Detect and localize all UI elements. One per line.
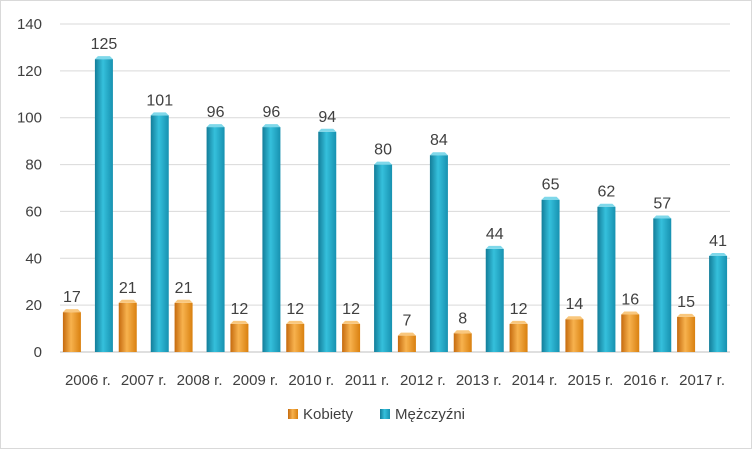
x-tick-label: 2015 r. xyxy=(567,372,613,389)
x-tick-label: 2012 r. xyxy=(400,372,446,389)
bar-cap xyxy=(677,313,696,317)
data-label: 14 xyxy=(566,296,584,313)
x-tick-label: 2017 r. xyxy=(679,372,725,389)
data-label: 7 xyxy=(402,313,411,330)
x-tick-label: 2006 r. xyxy=(65,372,111,389)
bar-kobiety xyxy=(62,312,81,352)
data-label: 21 xyxy=(175,280,193,297)
data-label: 8 xyxy=(458,310,467,327)
bar-kobiety xyxy=(565,319,584,352)
bar-cap xyxy=(230,320,249,324)
x-tick-label: 2009 r. xyxy=(232,372,278,389)
data-label: 12 xyxy=(510,301,528,318)
y-tick-label: 40 xyxy=(25,250,42,267)
data-label: 12 xyxy=(231,301,249,318)
data-label: 15 xyxy=(677,294,695,311)
legend-label: Kobiety xyxy=(303,406,354,423)
bar-cap xyxy=(286,320,305,324)
y-tick-label: 60 xyxy=(25,203,42,220)
bar-cap xyxy=(62,309,81,313)
bar-cap xyxy=(262,124,281,128)
data-label: 17 xyxy=(63,289,81,306)
bar-cap xyxy=(374,161,393,165)
bar-cap xyxy=(509,320,528,324)
data-label: 16 xyxy=(621,292,639,309)
bar-mezczyzni xyxy=(429,155,448,352)
data-label: 96 xyxy=(207,104,225,121)
data-label: 62 xyxy=(598,184,616,201)
bar-mezczyzni xyxy=(206,127,225,352)
x-tick-label: 2011 r. xyxy=(345,372,390,389)
bar-mezczyzni xyxy=(318,131,337,352)
bar-kobiety xyxy=(677,316,696,352)
y-tick-label: 100 xyxy=(17,110,42,127)
bar-mezczyzni xyxy=(150,115,169,352)
data-label: 44 xyxy=(486,226,504,243)
bar-kobiety xyxy=(342,323,361,352)
data-label: 21 xyxy=(119,280,137,297)
x-tick-label: 2016 r. xyxy=(623,372,669,389)
data-label: 80 xyxy=(374,142,392,159)
y-tick-label: 20 xyxy=(25,297,42,314)
bar-mezczyzni xyxy=(541,199,560,352)
bar-cap xyxy=(150,112,169,116)
bar-cap xyxy=(709,252,728,256)
bar-mezczyzni xyxy=(597,206,616,352)
bar-cap xyxy=(429,152,448,156)
x-tick-label: 2008 r. xyxy=(177,372,223,389)
data-label: 41 xyxy=(709,233,727,250)
bar-kobiety xyxy=(286,323,305,352)
data-label: 12 xyxy=(342,301,360,318)
data-label: 94 xyxy=(318,109,336,126)
bar-mezczyzni xyxy=(653,218,672,352)
bar-cap xyxy=(118,299,137,303)
y-tick-label: 120 xyxy=(17,63,42,80)
x-tick-label: 2010 r. xyxy=(288,372,334,389)
bar-mezczyzni xyxy=(262,127,281,352)
bar-mezczyzni xyxy=(94,59,113,353)
data-label: 101 xyxy=(146,92,173,109)
bar-cap xyxy=(342,320,361,324)
bar-mezczyzni xyxy=(485,248,504,352)
bar-cap xyxy=(621,311,640,315)
y-tick-label: 140 xyxy=(17,16,42,33)
bar-mezczyzni xyxy=(374,164,393,352)
legend-swatch xyxy=(380,409,390,419)
data-label: 57 xyxy=(653,195,671,212)
bar-cap xyxy=(94,56,113,60)
bar-kobiety xyxy=(174,302,193,352)
data-label: 12 xyxy=(286,301,304,318)
legend-label: Mężczyźni xyxy=(395,406,465,423)
bar-cap xyxy=(318,128,337,132)
data-label: 125 xyxy=(91,36,118,53)
bar-kobiety xyxy=(230,323,249,352)
bar-cap xyxy=(597,203,616,207)
bar-cap xyxy=(565,316,584,320)
x-tick-label: 2014 r. xyxy=(512,372,558,389)
x-tick-label: 2013 r. xyxy=(456,372,502,389)
y-tick-label: 80 xyxy=(25,157,42,174)
bar-cap xyxy=(397,332,416,336)
bar-cap xyxy=(206,124,225,128)
bar-kobiety xyxy=(509,323,528,352)
bar-mezczyzni xyxy=(709,255,728,352)
bar-kobiety xyxy=(118,302,137,352)
data-label: 96 xyxy=(263,104,281,121)
data-label: 65 xyxy=(542,177,560,194)
legend-swatch xyxy=(288,409,298,419)
bar-cap xyxy=(485,245,504,249)
y-tick-label: 0 xyxy=(34,344,42,361)
data-label: 84 xyxy=(430,132,448,149)
x-tick-label: 2007 r. xyxy=(121,372,167,389)
bar-kobiety xyxy=(397,335,416,352)
bar-cap xyxy=(653,215,672,219)
bar-kobiety xyxy=(621,314,640,352)
bar-cap xyxy=(453,330,472,334)
bar-cap xyxy=(541,196,560,200)
bar-cap xyxy=(174,299,193,303)
bar-kobiety xyxy=(453,333,472,352)
